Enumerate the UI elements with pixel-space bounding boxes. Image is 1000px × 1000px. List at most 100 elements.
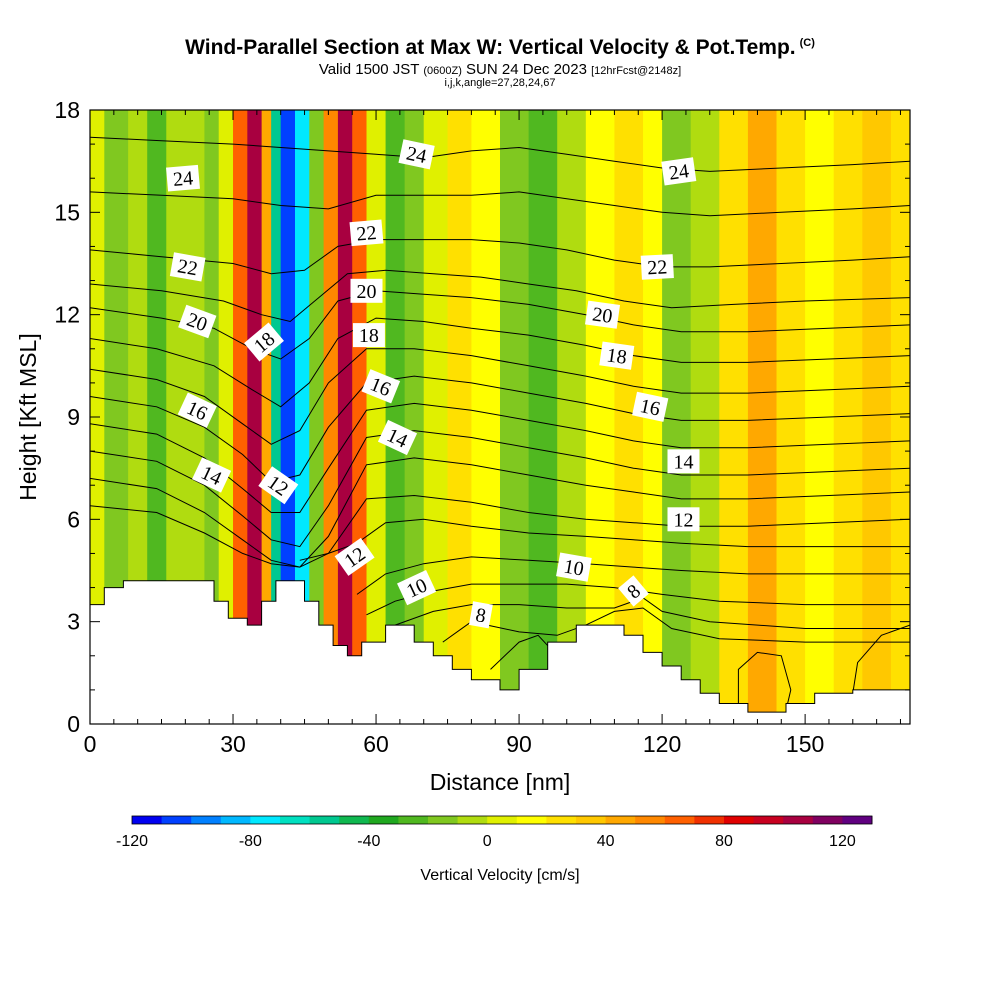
velocity-band — [147, 110, 167, 724]
theta-contour-14 — [90, 457, 910, 568]
axes: 0 30 60 90 120 150 0 3 6 9 12 15 18 — [54, 97, 911, 757]
contour-label: 12 — [667, 507, 700, 532]
velocity-band — [323, 110, 339, 724]
colorbar-swatch — [250, 816, 281, 824]
x-tick-label: 0 — [84, 731, 97, 757]
theta-contour-17 — [90, 375, 910, 483]
colorbar-swatch — [546, 816, 577, 824]
velocity-band — [295, 110, 310, 724]
velocity-band — [719, 110, 749, 724]
velocity-band — [204, 110, 220, 724]
velocity-band — [585, 110, 616, 724]
colorbar-swatch — [220, 816, 251, 824]
theta-contour-20 — [90, 290, 910, 360]
velocity-band — [271, 110, 282, 724]
colorbar-tick-label: -80 — [239, 833, 262, 850]
velocity-band — [233, 110, 248, 724]
y-tick-label: 9 — [67, 404, 80, 430]
colorbar: -120 -80 -40 0 40 80 120 — [116, 815, 873, 850]
theta-contour-9 — [394, 597, 910, 629]
velocity-band — [352, 110, 368, 724]
x-tick-label: 150 — [786, 731, 824, 757]
contour-label: 20 — [350, 278, 383, 303]
y-tick-label: 0 — [67, 711, 80, 737]
colorbar-swatch — [368, 816, 399, 824]
velocity-band — [614, 110, 644, 724]
velocity-band — [447, 110, 472, 724]
theta-contour-19 — [90, 317, 910, 408]
colorbar-swatch — [812, 816, 843, 824]
chart-title: Wind-Parallel Section at Max W: Vertical… — [185, 36, 815, 59]
velocity-band — [776, 110, 806, 724]
velocity-band — [309, 110, 325, 724]
contour-label-text: 18 — [359, 325, 379, 347]
theta-contour-18 — [90, 348, 910, 445]
x-tick-label: 30 — [220, 731, 246, 757]
terrain — [90, 580, 910, 724]
contour-label: 14 — [667, 449, 700, 474]
theta-contour-21 — [90, 269, 910, 323]
contour-label-text: 22 — [647, 256, 668, 279]
contour-label-text: 14 — [674, 451, 694, 473]
contour-label-text: 16 — [638, 395, 662, 421]
valid-date: SUN 24 Dec 2023 — [466, 61, 587, 78]
x-tick-label: 90 — [506, 731, 532, 757]
velocity-band — [500, 110, 530, 724]
contour-label: 22 — [640, 254, 674, 280]
colorbar-swatch — [309, 816, 340, 824]
contour-label-text: 10 — [562, 556, 586, 581]
colorbar-label: Vertical Velocity [cm/s] — [420, 867, 579, 884]
colorbar-tick-label: 80 — [715, 833, 733, 850]
y-tick-label: 12 — [54, 302, 80, 328]
valid-zulu: (0600Z) — [423, 65, 462, 77]
x-tick-label: 60 — [363, 731, 389, 757]
colorbar-swatch — [635, 816, 666, 824]
colorbar-swatch — [753, 816, 784, 824]
contour-label: 18 — [599, 341, 635, 370]
colorbar-tick-label: -120 — [116, 833, 148, 850]
velocity-band — [528, 110, 558, 724]
theta-contour-8 — [442, 607, 910, 643]
chart-subtitle: Valid 1500 JST (0600Z) SUN 24 Dec 2023 [… — [0, 61, 1000, 78]
theta-contour-23 — [90, 191, 910, 217]
velocity-band — [404, 110, 425, 724]
colorbar-swatch — [161, 816, 192, 824]
contour-label-text: 22 — [176, 255, 200, 280]
colorbar-swatch — [605, 816, 636, 824]
contour-label-text: 22 — [356, 222, 378, 246]
y-tick-label: 18 — [54, 97, 80, 123]
colorbar-swatch — [694, 816, 725, 824]
y-tick-label: 6 — [67, 506, 80, 532]
colorbar-swatch — [280, 816, 311, 824]
colorbar-swatch — [516, 816, 547, 824]
velocity-band — [128, 110, 148, 724]
grid-info: i,j,k,angle=27,28,24,67 — [444, 77, 556, 89]
contour-label-text: 20 — [357, 281, 377, 303]
contour-label: 8 — [618, 575, 649, 607]
theta-contour-16 — [90, 402, 910, 513]
title-mark: (C) — [799, 37, 815, 49]
colorbar-swatch — [487, 816, 518, 824]
contour-label: 24 — [398, 139, 435, 170]
theta-contour-7 — [852, 624, 910, 694]
velocity-band — [471, 110, 501, 724]
colorbar-tick-label: 120 — [829, 833, 856, 850]
contour-label: 22 — [169, 252, 206, 282]
velocity-band — [557, 110, 587, 724]
colorbar-swatch — [132, 816, 163, 824]
contour-label: 10 — [556, 552, 592, 582]
velocity-band — [261, 110, 272, 724]
contour-label-text: 20 — [591, 303, 614, 328]
colorbar-swatch — [783, 816, 814, 824]
velocity-band — [423, 110, 449, 724]
valid-prefix: Valid 1500 JST — [318, 61, 420, 78]
y-axis-label: Height [Kft MSL] — [15, 333, 41, 500]
contour-label: 16 — [177, 392, 217, 428]
y-tick-label: 3 — [67, 609, 80, 635]
velocity-band — [366, 110, 387, 724]
terrain-mask — [90, 580, 910, 724]
colorbar-swatch — [842, 816, 873, 824]
contour-label: 24 — [166, 164, 200, 192]
